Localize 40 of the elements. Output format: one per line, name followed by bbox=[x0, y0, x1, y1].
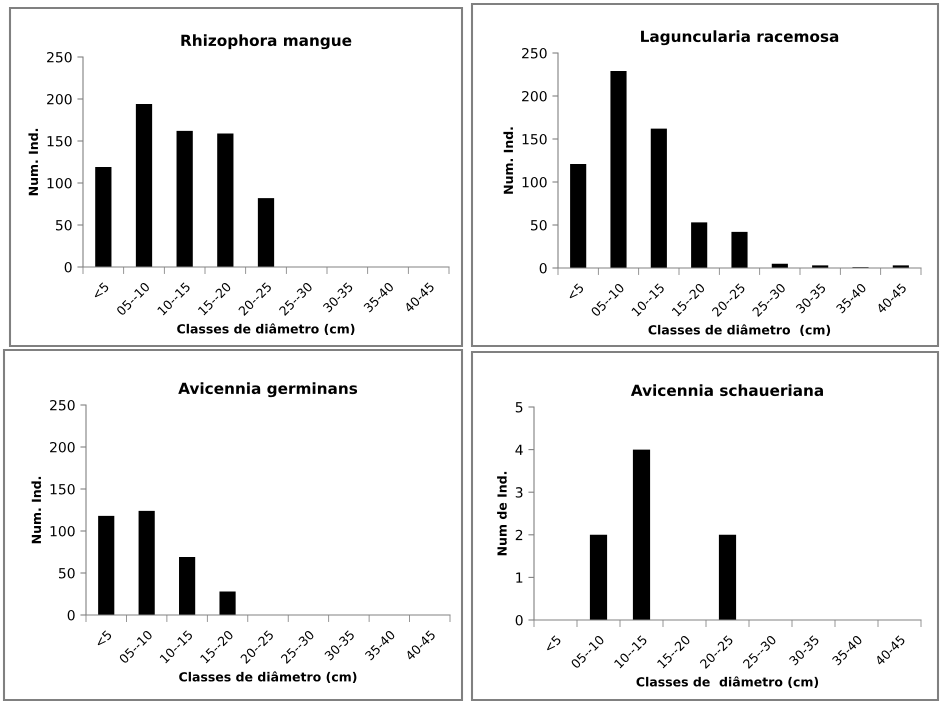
y-axis-title: Num. Ind. bbox=[28, 128, 38, 196]
y-tick-label: 1 bbox=[516, 572, 522, 583]
y-tick-label: 200 bbox=[47, 94, 72, 104]
y-tick-label: 250 bbox=[522, 48, 547, 58]
y-tick-label: 0 bbox=[540, 262, 547, 274]
y-tick-label: 4 bbox=[515, 444, 523, 455]
y-tick-label: 200 bbox=[50, 442, 75, 452]
y-tick-label: 5 bbox=[516, 402, 522, 412]
x-axis-title: Classes de diâmetro (cm) bbox=[177, 323, 354, 336]
y-tick-label: 100 bbox=[522, 176, 547, 188]
y-tick-label: 100 bbox=[48, 178, 72, 188]
y-tick-label: 2 bbox=[516, 530, 522, 540]
chart-title: Avicennia germinans bbox=[178, 382, 358, 398]
y-tick-label: 3 bbox=[516, 487, 522, 498]
x-tick-label: <5 bbox=[92, 282, 110, 300]
y-tick-label: 0 bbox=[516, 614, 523, 626]
y-tick-label: 250 bbox=[47, 52, 72, 62]
y-axis-title: Num. Ind. bbox=[31, 476, 42, 544]
y-tick-label: 50 bbox=[530, 220, 547, 230]
y-tick-label: 250 bbox=[50, 400, 75, 410]
y-axis-title: Num. Ind. bbox=[503, 127, 514, 194]
y-tick-label: 100 bbox=[50, 526, 75, 536]
y-tick-label: 0 bbox=[64, 262, 72, 272]
y-tick-label: 50 bbox=[58, 568, 75, 578]
chart-title: Rhizophora mangue bbox=[181, 34, 352, 50]
chart-title: Avicennia schaueriana bbox=[630, 384, 823, 396]
x-axis-title: Classes de diâmetro (cm) bbox=[179, 671, 356, 684]
y-tick-label: 150 bbox=[50, 484, 75, 494]
x-axis-title: Classes de diâmetro (cm) bbox=[648, 324, 830, 336]
x-tick-label: <5 bbox=[544, 634, 562, 653]
y-tick-label: 0 bbox=[68, 610, 75, 620]
x-tick-label: <5 bbox=[566, 282, 584, 301]
y-tick-label: 200 bbox=[522, 90, 547, 102]
y-tick-label: 150 bbox=[522, 134, 547, 144]
x-tick-label: <5 bbox=[94, 630, 112, 648]
chart-title: Laguncularia racemosa bbox=[641, 30, 838, 46]
x-axis-title: Classes de diâmetro (cm) bbox=[636, 676, 818, 688]
y-tick-label: 150 bbox=[48, 136, 72, 146]
y-axis-title: Num de Ind. bbox=[497, 472, 507, 556]
y-tick-label: 50 bbox=[56, 220, 72, 230]
